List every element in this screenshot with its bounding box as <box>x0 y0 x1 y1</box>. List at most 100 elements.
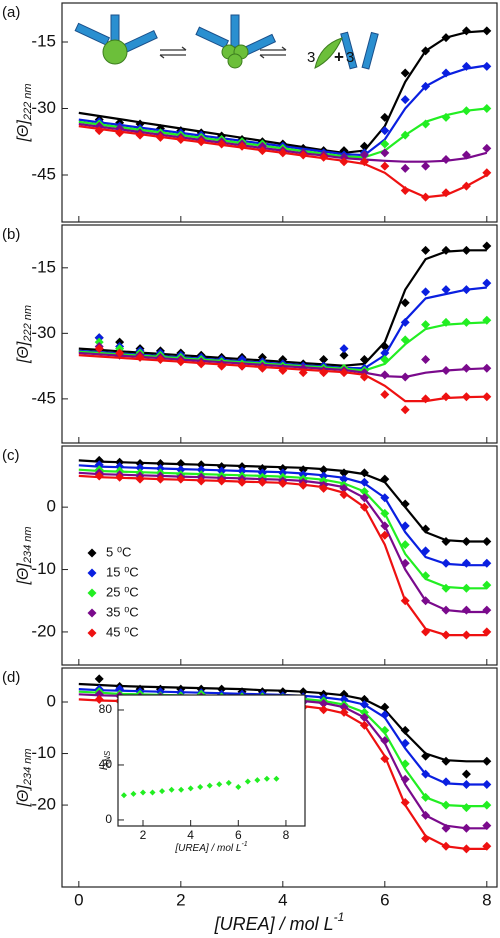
data-point <box>441 188 451 198</box>
data-point <box>400 130 410 140</box>
data-point <box>421 834 431 844</box>
y-tick-label: -45 <box>31 164 56 183</box>
panel-label: (d) <box>2 669 20 686</box>
y-axis-label: IANS <box>98 750 112 770</box>
data-point <box>176 357 186 367</box>
data-point <box>237 466 247 476</box>
data-point <box>339 368 349 378</box>
data-point <box>461 285 471 295</box>
data-point <box>359 700 369 710</box>
data-point <box>400 163 410 173</box>
data-point <box>319 368 329 378</box>
x-tick-label: 6 <box>235 828 242 842</box>
data-point <box>94 689 104 699</box>
data-point <box>421 546 431 556</box>
data-point <box>380 161 390 171</box>
data-point <box>461 583 471 593</box>
data-point <box>254 777 261 784</box>
data-point <box>196 359 206 369</box>
data-point <box>421 355 431 365</box>
data-point <box>421 769 431 779</box>
data-point <box>380 754 390 764</box>
data-point <box>400 68 410 78</box>
data-point <box>461 150 471 160</box>
data-point <box>482 168 492 178</box>
data-point <box>482 841 492 851</box>
legend-marker <box>87 548 97 558</box>
data-point <box>155 355 165 365</box>
data-point <box>359 355 369 365</box>
data-point <box>482 605 492 615</box>
data-point <box>298 368 308 378</box>
y-tick-label: -45 <box>31 388 56 407</box>
data-point <box>441 392 451 402</box>
data-point <box>380 341 390 351</box>
scheme-arm <box>340 31 358 70</box>
x-axis-label-sup: -1 <box>334 910 345 924</box>
data-point <box>380 148 390 158</box>
data-point <box>217 361 227 371</box>
data-point <box>115 472 125 482</box>
data-point <box>482 278 492 288</box>
data-point <box>400 186 410 196</box>
data-point <box>380 530 390 540</box>
y-tick-label: -10 <box>31 743 56 762</box>
data-point <box>94 126 104 136</box>
data-point <box>319 355 329 365</box>
scheme-arm <box>230 14 240 48</box>
data-point <box>461 630 471 640</box>
y-tick-label: 80 <box>99 702 113 716</box>
y-axis-label-main: [Θ] <box>15 563 32 586</box>
data-point <box>380 508 390 518</box>
y-tick-label: -30 <box>31 323 56 342</box>
data-point <box>298 687 308 697</box>
data-point <box>380 521 390 531</box>
plot-frame <box>117 694 306 827</box>
scheme-arm <box>195 26 230 49</box>
data-point <box>482 756 492 766</box>
data-point <box>135 352 145 362</box>
data-point <box>421 524 431 534</box>
plot-frame <box>61 2 498 223</box>
data-point <box>482 26 492 36</box>
x-tick-label: 8 <box>482 890 491 909</box>
data-point <box>421 596 431 606</box>
data-point <box>400 596 410 606</box>
panel-label: (c) <box>2 447 20 464</box>
data-point <box>176 458 186 468</box>
data-point <box>339 689 349 699</box>
data-point <box>400 540 410 550</box>
scheme-monomer <box>314 37 343 69</box>
data-point <box>319 699 329 709</box>
data-point <box>482 363 492 373</box>
data-point <box>380 348 390 358</box>
data-point <box>421 394 431 404</box>
data-point <box>421 161 431 171</box>
data-point <box>319 705 329 715</box>
data-point <box>217 139 227 149</box>
data-point <box>94 344 104 354</box>
scheme-text: 3 <box>307 49 315 66</box>
scheme-core <box>227 53 243 69</box>
data-point <box>421 287 431 297</box>
data-point <box>380 702 390 712</box>
data-point <box>298 150 308 160</box>
x-tick-label: 4 <box>187 828 194 842</box>
data-point <box>482 61 492 71</box>
data-point <box>400 521 410 531</box>
data-point <box>461 181 471 191</box>
data-point <box>461 26 471 36</box>
data-point <box>421 245 431 255</box>
data-point <box>359 141 369 151</box>
data-point <box>461 769 471 779</box>
data-point <box>380 126 390 136</box>
data-point <box>400 95 410 105</box>
data-point <box>380 493 390 503</box>
data-point <box>115 348 125 358</box>
data-point <box>461 605 471 615</box>
data-point <box>130 790 137 797</box>
y-axis-label: [Θ]234 nm <box>15 748 34 807</box>
scheme-arm <box>361 31 379 70</box>
data-point <box>257 477 267 487</box>
